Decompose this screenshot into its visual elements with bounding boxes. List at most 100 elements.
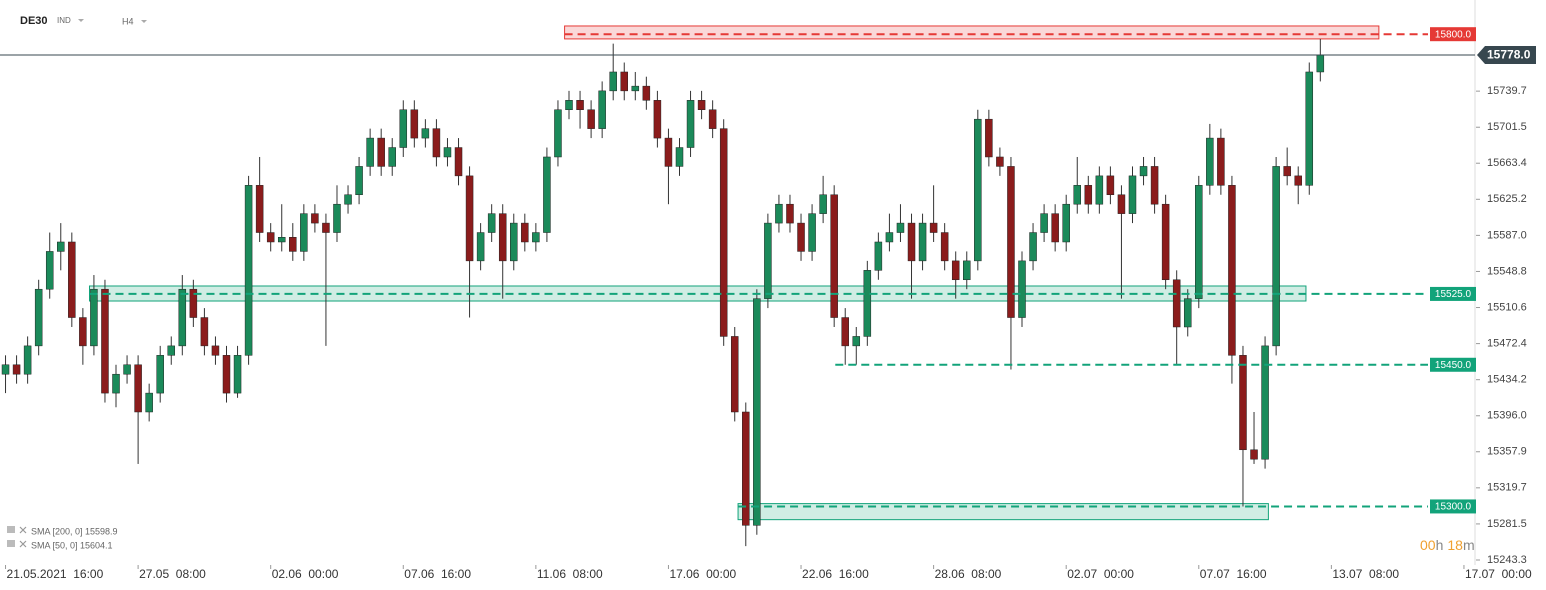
remove-icon — [19, 526, 27, 534]
candle-body — [565, 100, 573, 111]
candle-body — [929, 222, 938, 233]
candle-body — [1, 364, 10, 375]
y-tick-label: 15701.5 — [1487, 121, 1527, 133]
y-tick-label: 15434.2 — [1487, 374, 1527, 386]
candle-body — [808, 213, 816, 252]
candle-body — [1250, 449, 1258, 460]
candle-body — [719, 128, 728, 337]
candle-body — [1117, 194, 1126, 214]
candle-body — [764, 222, 772, 299]
candle-body — [498, 213, 507, 262]
candle-body — [797, 222, 805, 252]
countdown-unit: h — [1436, 537, 1444, 553]
candle-body — [675, 147, 684, 167]
candle-body — [255, 185, 264, 233]
zone — [564, 25, 1380, 40]
candle-body — [985, 118, 993, 158]
candle-body — [388, 147, 396, 167]
candle-body — [101, 288, 109, 394]
candle-body — [1062, 203, 1070, 243]
candle-body — [487, 213, 496, 233]
level-label-box — [1430, 357, 1476, 372]
level-label: 15450.0 — [1435, 360, 1472, 371]
candle-body — [664, 137, 673, 167]
candle-body — [1051, 213, 1059, 243]
candle-body — [940, 232, 949, 262]
candle-body — [587, 109, 595, 129]
candle-body — [819, 194, 827, 214]
candle-body — [963, 260, 971, 281]
candle-body — [1029, 232, 1037, 262]
candle-body — [642, 85, 651, 101]
x-tick-label: 07.06 16:00 — [404, 567, 471, 581]
candle-body — [1040, 213, 1048, 233]
candle-body — [57, 241, 65, 252]
candle-body — [996, 156, 1004, 167]
candle-body — [598, 90, 606, 129]
y-tick-label: 15396.0 — [1487, 410, 1527, 422]
candle-body — [951, 260, 960, 281]
x-tick-label: 17.07 00:00 — [1465, 567, 1532, 581]
countdown-hours: 00 — [1420, 537, 1436, 553]
candle-body — [510, 222, 518, 262]
y-tick-label: 15319.7 — [1487, 482, 1527, 494]
candle-body — [300, 213, 308, 252]
candle-body — [1305, 71, 1314, 186]
candle-body — [1106, 175, 1115, 196]
candle-body — [189, 288, 198, 318]
candle-body — [841, 317, 849, 347]
y-tick-label: 15663.4 — [1487, 157, 1527, 169]
dropdown-icon[interactable] — [78, 19, 84, 22]
level-label: 15300.0 — [1435, 502, 1472, 513]
candle-body — [244, 185, 253, 356]
x-tick-label: 11.06 08:00 — [537, 567, 603, 581]
candle-body — [1161, 203, 1170, 281]
candle-body — [974, 118, 982, 262]
candle-body — [686, 100, 695, 148]
candle-body — [399, 109, 408, 148]
candle-body — [1018, 260, 1026, 318]
candle-body — [620, 71, 629, 92]
candle-body — [863, 270, 872, 337]
candle-body — [311, 213, 319, 224]
candle-body — [775, 203, 783, 224]
dropdown-icon[interactable] — [141, 20, 147, 23]
market: IND — [57, 16, 71, 25]
candle-body — [1172, 279, 1181, 328]
candle-body — [410, 109, 419, 139]
y-tick-label: 15357.9 — [1487, 446, 1527, 458]
level-label: 15525.0 — [1435, 289, 1472, 300]
candle-body — [543, 156, 551, 233]
candle-body — [68, 241, 76, 318]
candle-body — [1073, 185, 1081, 205]
indicator[interactable]: SMA [200, 0] 15598.9 — [31, 526, 118, 536]
indicator[interactable]: SMA [50, 0] 15604.1 — [31, 540, 113, 550]
candle-body — [742, 411, 750, 526]
candle-body — [266, 232, 275, 243]
level-label-box — [1430, 499, 1476, 514]
candle-body — [366, 137, 374, 167]
candle-body — [322, 222, 330, 233]
candle-body — [1206, 137, 1214, 186]
x-tick-label: 27.05 08:00 — [139, 567, 206, 581]
x-tick-label: 07.07 16:00 — [1200, 567, 1267, 581]
candle-body — [885, 232, 894, 243]
candle-body — [554, 109, 562, 158]
y-tick-label: 15243.3 — [1487, 554, 1527, 566]
candle-body — [1150, 166, 1159, 205]
y-tick-label: 15281.5 — [1487, 518, 1527, 530]
interval[interactable]: H4 — [122, 16, 134, 26]
level-label-box — [1430, 27, 1476, 42]
zone — [737, 503, 1269, 521]
candle-body — [576, 100, 584, 111]
candle-body — [1195, 185, 1203, 299]
candle-body — [1239, 355, 1247, 451]
candle-body — [289, 237, 297, 252]
x-tick-label: 02.07 00:00 — [1067, 567, 1134, 581]
candles — [1, 38, 1325, 547]
symbol[interactable]: DE30 — [20, 15, 48, 27]
candle-body — [377, 137, 385, 167]
candle-body — [200, 317, 209, 347]
candle-body — [421, 128, 430, 139]
x-tick-label: 02.06 00:00 — [272, 567, 339, 581]
